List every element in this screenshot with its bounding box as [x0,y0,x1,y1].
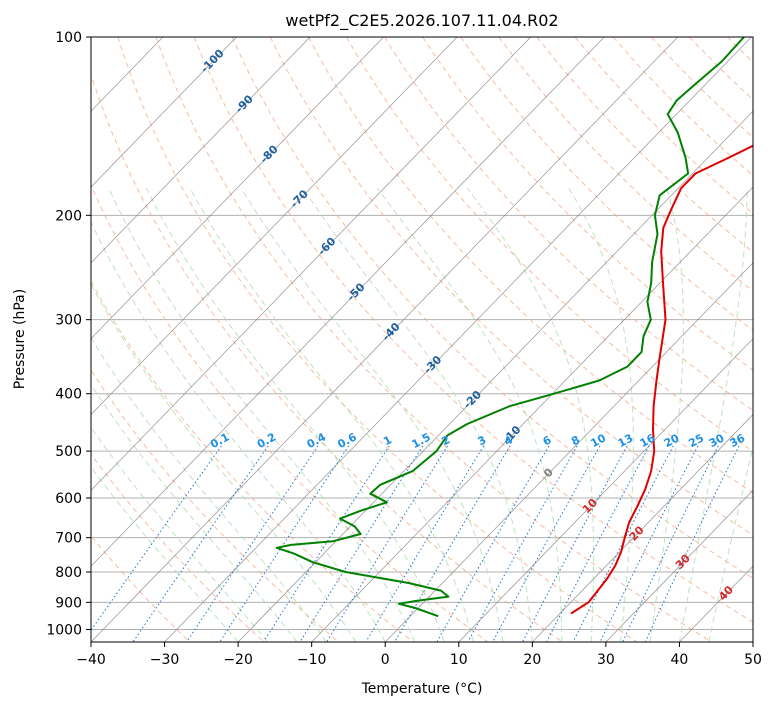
y-tick-label: 100 [55,30,82,46]
pressure-gridlines [91,37,753,630]
y-tick-label: 700 [55,531,82,547]
y-axis-ticks: 100 200 300 400 500 600 700 800 900 1000 [46,30,91,638]
isotherm-line [164,37,752,642]
mixing-ratio-line [546,445,650,642]
mixing-ratio-line [186,445,319,642]
mixing-ratio-label: 30 [707,431,727,450]
mixing-ratio-line [522,445,628,642]
y-tick-label: 400 [55,387,82,403]
sounding-series [275,37,753,618]
moist-adiabat [678,188,748,642]
mixing-ratio-line [572,445,674,642]
moist-adiabat [568,187,634,642]
moist-adiabat [649,188,684,642]
isotherm-line [91,37,384,340]
isotherm-line [605,489,753,642]
dry-adiabat [91,280,414,642]
dry-adiabat [91,369,340,642]
isotherm-line [91,37,237,188]
moist-adiabat [466,187,595,642]
moist-adiabat [91,383,298,642]
mixing-ratio-line [599,445,699,642]
x-tick-label: −10 [297,652,327,668]
dry-adiabat [117,37,638,642]
x-tick-label: 20 [523,652,541,668]
mixing-ratio-label: 10 [588,431,608,450]
sounding-line [275,37,745,618]
moist-adiabat [91,283,357,642]
mixing-ratio-label: 25 [686,431,706,450]
mixing-ratio-line [436,445,550,642]
isotherm-line [384,262,753,642]
y-tick-label: 900 [55,595,82,611]
moist-adiabats [91,187,753,642]
dry-adiabat [307,37,753,494]
dry-adiabat [91,73,563,642]
moist-adiabat [145,187,445,642]
y-tick-label: 500 [55,444,82,460]
isotherm-line [91,37,605,567]
x-tick-label: 0 [381,652,390,668]
chart-title: wetPf2_C2E5.2026.107.11.04.R02 [285,11,558,31]
x-axis-label: Temperature (°C) [361,681,483,697]
sounding-line [570,144,753,615]
x-tick-label: 30 [597,652,615,668]
y-tick-label: 1000 [46,622,82,638]
moist-adiabat [91,466,239,642]
y-tick-label: 300 [55,313,82,329]
mixing-ratio-lines [91,445,740,642]
moist-adiabat [302,187,533,642]
y-axis-label: Pressure (hPa) [12,289,28,389]
x-tick-label: 50 [744,652,762,668]
dry-adiabat [269,37,753,536]
moist-adiabat [377,187,563,642]
dry-adiabat [460,37,753,332]
moist-adiabat [108,187,416,642]
mixing-ratio-line [263,445,390,642]
mixing-ratio-label: 16 [638,431,658,450]
x-tick-label: 40 [671,652,689,668]
dry-adiabat [574,37,753,215]
x-tick-label: −40 [76,652,106,668]
moist-adiabat [91,426,268,642]
y-tick-label: 200 [55,208,82,224]
mixing-ratio-line [299,445,424,642]
dry-adiabat [231,37,753,579]
isotherm-line [91,37,679,642]
mixing-ratio-line [467,445,578,642]
mixing-ratio-label: 13 [616,431,636,450]
x-tick-label: 10 [450,652,468,668]
moist-adiabat [241,187,504,642]
isotherm-line [91,37,532,491]
mixing-ratio-line [326,445,448,642]
isotherm-line [91,37,458,416]
y-tick-label: 800 [55,565,82,581]
isotherm-line [532,413,753,642]
x-tick-label: −30 [150,652,180,668]
plot-area: -100-90-80-70-60-50-40-30-20-10010203040… [91,37,753,642]
plot-frame [90,36,754,643]
y-tick-label: 600 [55,491,82,507]
isotherms [91,37,753,642]
isotherm-line [458,338,753,642]
mixing-ratio-line [492,445,601,642]
isotherm-line [91,37,311,264]
mixing-ratio-line [91,445,222,632]
dry-adiabat [193,37,753,623]
moist-adiabat [91,336,327,642]
isotherm-line [311,186,753,642]
x-axis-ticks: −40 −30 −20 −10 0 10 20 30 40 50 [76,642,762,668]
mixing-ratio-line [622,445,719,642]
moist-adiabat [189,187,474,642]
mixing-ratio-line [644,445,740,642]
mixing-ratio-label: 36 [728,431,748,450]
moist-adiabat [91,220,386,642]
x-tick-label: −20 [223,652,253,668]
dry-adiabat [155,37,713,642]
mixing-ratio-label: 20 [662,431,682,450]
